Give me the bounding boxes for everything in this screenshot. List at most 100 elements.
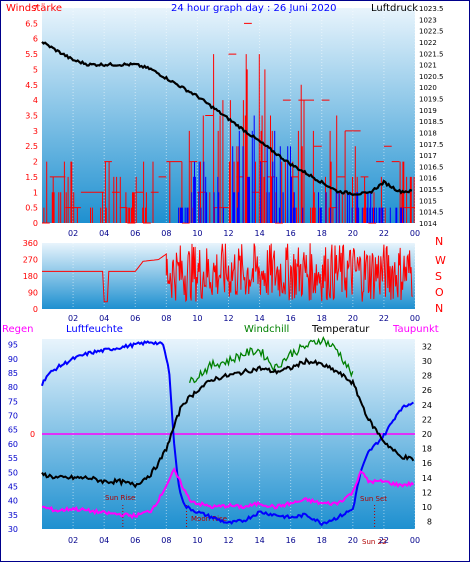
direction-x-tick-label: 16	[286, 314, 296, 323]
temperature-axis-title: Temperatur	[311, 324, 370, 335]
humidity-tick-label: 30	[8, 525, 18, 534]
wind-pressure-x-tick-label: 22	[379, 229, 389, 238]
humidity-tick-label: 70	[8, 412, 18, 421]
wind-axis-title: Windstärke	[6, 3, 62, 14]
pressure-tick-label: 1020	[419, 84, 437, 92]
temperature-x-tick-label: 10	[192, 536, 202, 545]
temperature-tick-label: 14	[422, 474, 432, 483]
pressure-tick-label: 1020.5	[419, 73, 444, 81]
pressure-tick-label: 1019.5	[419, 96, 444, 104]
wind-pressure-x-tick-label: 18	[317, 229, 327, 238]
temperature-x-tick-label: 22	[379, 536, 389, 545]
temperature-tick-label: 22	[422, 415, 432, 424]
sun-rise-label: Sun Rise	[105, 494, 135, 502]
wind-tick-label: 1	[33, 188, 38, 197]
pressure-tick-label: 1014	[419, 220, 437, 228]
wind-tick-label: 7	[33, 4, 38, 13]
temperature-series	[41, 357, 415, 489]
humidity-tick-label: 65	[8, 426, 18, 435]
event-small-marks-label: Sun 22	[362, 538, 386, 546]
humidity-series	[41, 340, 414, 527]
rain-axis-title: Regen	[2, 324, 34, 335]
pressure-tick-label: 1015.5	[419, 186, 444, 194]
pressure-tick-label: 1016	[419, 175, 437, 183]
wind-pressure-x-tick-label: 14	[254, 229, 264, 238]
humidity-tick-label: 95	[8, 341, 18, 350]
wind-tick-label: 2.5	[25, 142, 38, 151]
compass-tick-label: N	[435, 302, 443, 315]
humidity-tick-label: 75	[8, 397, 18, 406]
direction-x-tick-label: 12	[223, 314, 233, 323]
pressure-tick-label: 1019	[419, 107, 437, 115]
wind-tick-label: 2	[33, 158, 38, 167]
humidity-axis-title: Luftfeuchte	[66, 324, 123, 335]
chart-marks: 00.511.522.533.544.555.566.5710141014.51…	[8, 4, 446, 545]
humidity-tick-label: 35	[8, 511, 18, 520]
temperature-x-tick-label: 00	[410, 536, 420, 545]
wind-tick-label: 0	[33, 219, 38, 228]
windchill-axis-title: Windchill	[244, 324, 289, 335]
temperature-tick-label: 10	[422, 503, 432, 512]
wind-pressure-x-tick-label: 00	[410, 229, 420, 238]
temperature-tick-label: 12	[422, 488, 432, 497]
pressure-tick-label: 1021	[419, 62, 437, 70]
temperature-tick-label: 30	[422, 357, 432, 366]
pressure-axis-title: Luftdruck	[371, 3, 418, 14]
direction-tick-label: 360	[23, 239, 38, 248]
rain-zero-label: 0	[30, 430, 35, 439]
direction-x-tick-label: 22	[379, 314, 389, 323]
wind-tick-label: 5.5	[25, 50, 38, 59]
pressure-tick-label: 1017.5	[419, 141, 444, 149]
compass-tick-label: O	[435, 286, 444, 299]
pressure-tick-label: 1022.5	[419, 28, 444, 36]
pressure-tick-label: 1018	[419, 129, 437, 137]
moon-rise-label: Moon Rise	[191, 515, 227, 523]
direction-tick-label: 180	[23, 272, 38, 281]
direction-x-tick-label: 10	[192, 314, 202, 323]
compass-tick-label: S	[435, 270, 442, 283]
dewpoint-series	[41, 466, 415, 520]
wind-pressure-x-tick-label: 20	[348, 229, 358, 238]
pressure-tick-label: 1023	[419, 16, 437, 24]
wind-average-series	[178, 115, 404, 223]
wind-tick-label: 1.5	[25, 173, 38, 182]
humidity-tick-label: 55	[8, 454, 18, 463]
pressure-tick-label: 1014.5	[419, 209, 444, 217]
wind-tick-label: 4	[33, 96, 38, 105]
compass-tick-label: W	[435, 254, 446, 267]
direction-x-tick-label: 02	[68, 314, 78, 323]
wind-tick-label: 4.5	[25, 81, 38, 90]
temperature-x-tick-label: 20	[348, 536, 358, 545]
wind-pressure-x-tick-label: 02	[68, 229, 78, 238]
temperature-tick-label: 20	[422, 430, 432, 439]
direction-x-tick-label: 00	[410, 314, 420, 323]
temperature-tick-label: 26	[422, 386, 432, 395]
pressure-tick-label: 1021.5	[419, 50, 444, 58]
temperature-tick-label: 18	[422, 445, 432, 454]
dewpoint-axis-title: Taupunkt	[392, 324, 439, 335]
temperature-x-tick-label: 14	[254, 536, 264, 545]
wind-pressure-plot-area	[42, 8, 415, 223]
pressure-series	[41, 41, 413, 196]
pressure-tick-label: 1023.5	[419, 5, 444, 13]
humidity-tick-label: 50	[8, 468, 18, 477]
temperature-x-tick-label: 06	[130, 536, 140, 545]
temperature-x-tick-label: 18	[317, 536, 327, 545]
wind-pressure-x-tick-label: 06	[130, 229, 140, 238]
humidity-tick-label: 45	[8, 482, 18, 491]
wind-tick-label: 3	[33, 127, 38, 136]
wind-direction-series	[42, 243, 413, 303]
temperature-x-tick-label: 04	[99, 536, 109, 545]
direction-tick-label: 0	[33, 305, 38, 314]
pressure-tick-label: 1015	[419, 197, 437, 205]
direction-x-tick-label: 14	[254, 314, 264, 323]
wind-tick-label: 5	[33, 65, 38, 74]
temperature-tick-label: 32	[422, 342, 432, 351]
humidity-tick-label: 90	[8, 355, 18, 364]
temperature-tick-label: 24	[422, 401, 432, 410]
direction-x-tick-label: 06	[130, 314, 140, 323]
temperature-tick-label: 28	[422, 372, 432, 381]
pressure-tick-label: 1022	[419, 39, 437, 47]
direction-x-tick-label: 08	[161, 314, 171, 323]
